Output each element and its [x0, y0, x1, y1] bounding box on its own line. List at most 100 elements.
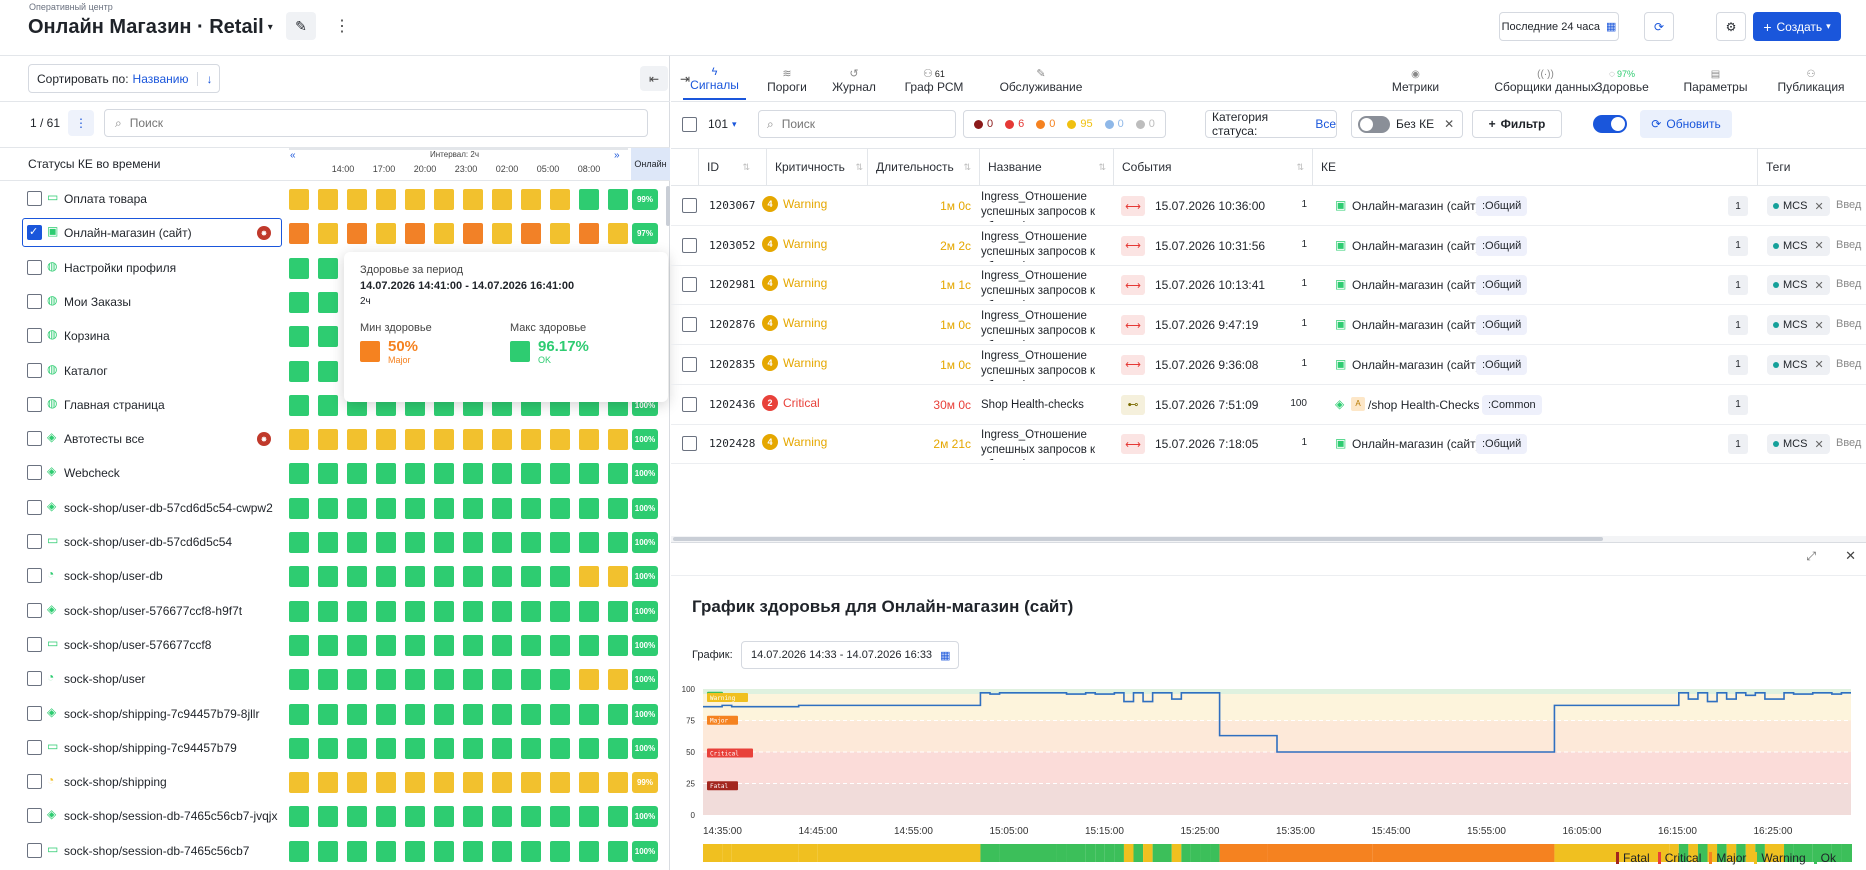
health-cell[interactable] [608, 600, 628, 622]
health-cell[interactable] [463, 600, 483, 622]
health-cell[interactable] [318, 257, 338, 279]
health-cell[interactable] [376, 497, 396, 519]
health-cell[interactable] [318, 223, 338, 245]
health-cell[interactable] [289, 703, 309, 725]
health-cell[interactable] [550, 806, 570, 828]
sidebar-scrollbar[interactable] [666, 186, 670, 226]
table-row[interactable]: 1202876 4 Warning 1м 0с Ingress_Отношение ус… [671, 305, 1866, 346]
tag-input-hint[interactable]: Введ [1836, 278, 1862, 291]
health-cell[interactable] [347, 806, 367, 828]
ke-row-checkbox[interactable] [27, 396, 42, 412]
table-row[interactable]: 1202436 2 Critical 30м 0с Shop Health-checks… [671, 385, 1866, 425]
tab-health[interactable]: ◌ 97% Здоровье [1589, 58, 1655, 100]
severity-counter[interactable]: 0 [1104, 118, 1124, 130]
severity-counter[interactable]: 0 [974, 118, 993, 130]
health-cell[interactable] [492, 634, 512, 656]
health-cell[interactable] [550, 737, 570, 759]
health-cell[interactable] [492, 223, 512, 245]
close-icon[interactable]: ✕ [1814, 240, 1824, 253]
health-cell[interactable] [463, 189, 483, 210]
health-cell[interactable] [492, 463, 512, 485]
page-title-wrap[interactable]: Онлайн Магазин · Retail ▾ [28, 14, 273, 40]
health-cell[interactable] [550, 463, 570, 485]
close-icon[interactable]: ✕ [1814, 319, 1824, 332]
status-category-filter[interactable]: Категория статуса: Все [1205, 110, 1337, 138]
tag-input-hint[interactable]: Введ [1836, 199, 1862, 211]
ke-name[interactable]: Онлайн-магазин (сайт) [1352, 318, 1480, 333]
health-cell[interactable] [463, 806, 483, 828]
ke-row[interactable]: ◔ sock-shop/user 100% [0, 664, 666, 694]
health-cell[interactable] [521, 806, 541, 828]
health-cell[interactable] [608, 189, 628, 210]
health-cell[interactable] [347, 189, 367, 210]
health-cell[interactable] [492, 840, 512, 862]
autoupdate-toggle[interactable] [1593, 115, 1627, 133]
health-cell[interactable] [492, 806, 512, 828]
health-cell[interactable] [376, 463, 396, 485]
health-cell[interactable] [608, 497, 628, 519]
health-cell[interactable] [376, 189, 396, 210]
health-cell[interactable] [289, 566, 309, 588]
table-row[interactable]: 1202981 4 Warning 1м 1с Ingress_Отношение ус… [671, 265, 1866, 306]
health-cell[interactable] [289, 600, 309, 622]
health-cell[interactable] [318, 189, 338, 210]
tab-metrics[interactable]: ◉ Метрики [1386, 58, 1445, 100]
breadcrumb[interactable]: Оперативный центр [29, 2, 113, 12]
health-cell[interactable] [376, 223, 396, 245]
ke-row[interactable]: ◈ Webcheck 100% [0, 458, 666, 488]
health-cell[interactable] [289, 737, 309, 759]
signal-id[interactable]: 1202428 [709, 437, 756, 451]
filter-button[interactable]: + Фильтр [1472, 110, 1562, 138]
health-cell[interactable] [579, 189, 599, 210]
health-cell[interactable] [318, 532, 338, 553]
ke-row[interactable]: ◈ sock-shop/session-db-7465c56cb7-jvqjx 10… [0, 801, 666, 831]
health-cell[interactable] [318, 497, 338, 519]
health-cell[interactable] [376, 703, 396, 725]
health-cell[interactable] [463, 497, 483, 519]
health-cell[interactable] [405, 634, 425, 656]
ke-name[interactable]: Онлайн-магазин (сайт) [1352, 238, 1480, 253]
ke-row-checkbox[interactable] [27, 431, 42, 447]
tab-signal[interactable]: ϟ Сигналы [683, 58, 746, 100]
health-cell[interactable] [347, 634, 367, 656]
signal-id[interactable]: 1202876 [709, 318, 756, 332]
ke-name[interactable]: Онлайн-магазин (сайт) [1352, 437, 1480, 452]
create-button[interactable]: + Создать ▾ [1753, 12, 1841, 41]
health-cell[interactable] [579, 497, 599, 519]
ke-row[interactable]: ▭ sock-shop/shipping-7c94457b79 100% [0, 733, 666, 763]
health-cell[interactable] [405, 532, 425, 553]
tag-input-hint[interactable]: Введ [1836, 238, 1862, 251]
health-cell[interactable] [347, 429, 367, 451]
health-cell[interactable] [434, 737, 454, 759]
health-cell[interactable] [347, 497, 367, 519]
health-cell[interactable] [521, 532, 541, 553]
health-cell[interactable] [463, 566, 483, 588]
ke-row[interactable]: ▭ sock-shop/session-db-7465c56cb7 100% [0, 836, 666, 866]
health-cell[interactable] [289, 806, 309, 828]
tag-input-hint[interactable]: Введ [1836, 357, 1862, 370]
health-cell[interactable] [608, 703, 628, 725]
health-cell[interactable] [463, 634, 483, 656]
health-cell[interactable] [405, 703, 425, 725]
health-cell[interactable] [550, 634, 570, 656]
ke-row-checkbox[interactable] [27, 842, 42, 858]
health-cell[interactable] [608, 634, 628, 656]
health-cell[interactable] [579, 634, 599, 656]
close-icon[interactable]: ✕ [1845, 548, 1856, 563]
health-cell[interactable] [579, 600, 599, 622]
health-cell[interactable] [434, 634, 454, 656]
health-cell[interactable] [376, 840, 396, 862]
health-cell[interactable] [318, 840, 338, 862]
health-cell[interactable] [376, 566, 396, 588]
edit-button[interactable]: ✎ [286, 12, 316, 40]
refresh-button[interactable]: ⟳ Обновить [1640, 110, 1732, 138]
tab-graph[interactable]: ⚇ 61 Граф РСМ [899, 58, 969, 100]
health-cell[interactable] [550, 223, 570, 245]
column-header[interactable]: Длительность ⇅ [867, 148, 979, 186]
page-size-select[interactable]: 101 ▾ [708, 110, 746, 138]
health-cell[interactable] [347, 737, 367, 759]
health-cell[interactable] [608, 737, 628, 759]
tab-history[interactable]: ↺ Журнал [826, 58, 882, 100]
health-cell[interactable] [521, 703, 541, 725]
health-cell[interactable] [463, 532, 483, 553]
